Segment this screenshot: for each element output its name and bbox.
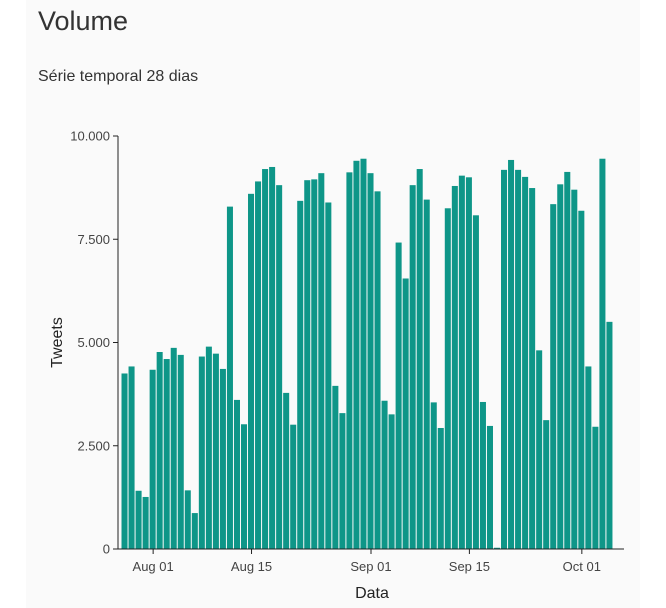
bar <box>248 193 255 549</box>
x-tick-label: Sep 15 <box>449 559 490 574</box>
bar <box>606 321 613 549</box>
y-axis-title: Tweets <box>49 317 66 368</box>
bar <box>472 215 479 550</box>
bar <box>156 352 163 549</box>
bar <box>332 385 339 549</box>
bar <box>564 171 571 549</box>
bar <box>522 176 529 549</box>
bar <box>423 199 430 549</box>
x-axis: Aug 01 Aug 15 Sep 01 Sep 15 Oct 01 <box>118 548 624 574</box>
bar <box>585 366 592 549</box>
bar <box>578 210 585 549</box>
bar <box>128 366 135 549</box>
bar <box>233 399 240 549</box>
bar <box>149 369 156 549</box>
bar <box>465 177 472 550</box>
bar <box>374 191 381 549</box>
bar <box>543 420 550 549</box>
bar <box>409 185 416 549</box>
bar <box>571 189 578 549</box>
bar <box>219 368 226 549</box>
bar <box>515 169 522 549</box>
bar <box>529 188 536 550</box>
bar <box>501 169 508 549</box>
bar <box>121 373 128 549</box>
bar <box>276 185 283 549</box>
bar <box>191 513 198 549</box>
bar <box>381 400 388 549</box>
bar <box>536 350 543 549</box>
bar <box>297 200 304 549</box>
bar <box>311 179 318 549</box>
bar <box>177 354 184 549</box>
bar <box>262 169 269 550</box>
bar <box>212 353 219 549</box>
y-tick-label: 0 <box>103 542 110 557</box>
bar <box>304 180 311 549</box>
bar <box>353 160 360 549</box>
bar <box>430 402 437 549</box>
y-tick-label: 10.000 <box>70 129 110 144</box>
bar-series <box>121 158 613 550</box>
bar <box>444 208 451 549</box>
y-tick-label: 7.500 <box>77 232 110 247</box>
bar <box>339 413 346 549</box>
bar <box>416 169 423 550</box>
x-tick-label: Aug 15 <box>231 559 272 574</box>
bar <box>388 414 395 549</box>
bar <box>135 490 142 549</box>
bar <box>205 346 212 549</box>
bar <box>599 158 606 549</box>
bar <box>226 206 233 549</box>
bar <box>240 424 248 549</box>
bar <box>170 347 177 549</box>
y-tick-label: 2.500 <box>77 438 110 453</box>
bar <box>325 202 332 550</box>
bar <box>346 172 353 549</box>
bar <box>458 175 465 549</box>
bar <box>479 401 486 549</box>
bar <box>318 173 325 550</box>
bar <box>142 496 149 549</box>
bar <box>367 173 374 550</box>
bar <box>184 490 191 549</box>
bar <box>402 278 409 549</box>
bar <box>451 185 458 549</box>
x-tick-label: Oct 01 <box>563 559 601 574</box>
bar <box>550 204 557 549</box>
bar <box>198 356 205 549</box>
bar <box>486 425 493 549</box>
bar <box>557 184 564 549</box>
bar <box>163 359 170 549</box>
bar <box>508 159 515 549</box>
bar <box>360 158 367 549</box>
bar <box>493 547 501 549</box>
bar <box>255 181 262 549</box>
y-axis: 0 2.500 5.000 7.500 10.000 <box>70 129 119 557</box>
bar <box>290 424 297 549</box>
bar <box>269 166 276 549</box>
bar <box>395 242 402 550</box>
x-tick-label: Aug 01 <box>133 559 174 574</box>
page-title: Volume <box>38 6 129 36</box>
bar <box>437 427 444 549</box>
bar <box>592 426 599 549</box>
y-tick-label: 5.000 <box>77 335 110 350</box>
bar <box>283 392 290 549</box>
x-tick-label: Sep 01 <box>350 559 391 574</box>
x-axis-title: Data <box>355 585 389 602</box>
page-subtitle: Série temporal 28 dias <box>38 68 199 85</box>
